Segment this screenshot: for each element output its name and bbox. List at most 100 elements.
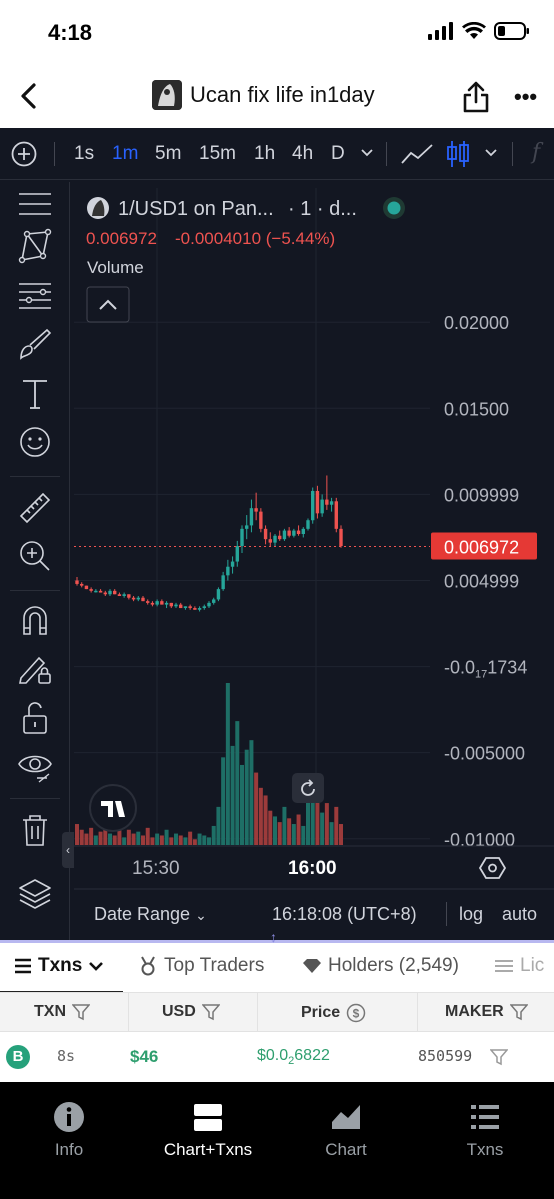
price-chart[interactable]: 0.02000 0.01500 0.009999 0.004999 -0.017… (0, 128, 554, 940)
col-txn[interactable]: TXN (34, 1003, 90, 1021)
more-options-icon[interactable]: ••• (514, 84, 538, 109)
chart-settings-icon-center (488, 863, 497, 873)
add-indicator-icon[interactable] (11, 141, 37, 167)
price-axis-label: 0.02000 (444, 313, 509, 333)
volume-bar (183, 837, 188, 845)
volume-bar (197, 833, 202, 845)
nav-txns-label: Txns (466, 1140, 504, 1159)
volume-bar (306, 797, 310, 845)
timeframe-15m[interactable]: 15m (199, 143, 236, 164)
timeframe-5m[interactable]: 5m (155, 143, 182, 164)
nav-info[interactable]: Info (9, 1100, 129, 1160)
brush-icon[interactable] (17, 326, 53, 362)
zoom-in-icon[interactable] (17, 538, 53, 574)
tab-holders[interactable]: Holders (2,549) (302, 955, 459, 977)
timeframe-4h[interactable]: 4h (292, 143, 314, 164)
candle-body (141, 597, 145, 602)
fib-retracement-icon[interactable] (17, 278, 53, 314)
timeframe-1h[interactable]: 1h (254, 143, 276, 164)
tradingview-logo-icon (101, 801, 125, 817)
txn-maker[interactable]: 850599 (418, 1047, 473, 1065)
page-title: Ucan fix life in1day (190, 82, 375, 107)
timeframe-1s[interactable]: 1s (74, 143, 95, 164)
trash-icon[interactable] (17, 812, 53, 848)
candle-body (263, 528, 268, 540)
tab-txns-label: Txns (38, 955, 83, 976)
candle-body (127, 594, 131, 598)
candle-body (84, 585, 89, 590)
page-title-group: Ucan fix life in1day (152, 80, 375, 110)
auto-scale-toggle[interactable]: auto (502, 904, 538, 924)
indicators-fx-icon[interactable]: f (532, 140, 541, 165)
candle-body (98, 590, 103, 593)
col-price[interactable]: Price $ (301, 1003, 366, 1023)
chart-settings-icon[interactable] (478, 857, 507, 879)
volume-bar (178, 835, 183, 845)
nav-chart-txns[interactable]: Chart+Txns (148, 1100, 268, 1160)
back-chevron-icon[interactable] (18, 82, 40, 110)
candle-body (117, 594, 122, 596)
collapse-legend-button[interactable] (86, 286, 130, 323)
candle-body (268, 539, 272, 543)
chart-clock[interactable]: 16:18:08 (UTC+8) (272, 904, 417, 924)
date-range-button[interactable]: Date Range ⌄ (94, 904, 207, 925)
chart-panel: 1s 1m 5m 15m 1h 4h D f (0, 128, 554, 940)
nav-chart-txns-label: Chart+Txns (163, 1140, 253, 1159)
tradingview-logo[interactable] (89, 784, 137, 832)
reset-chart-button[interactable] (292, 773, 324, 803)
emoji-icon[interactable] (17, 424, 53, 460)
volume-bar (235, 721, 240, 845)
legend-symbol[interactable]: 1/USD1 on Pan... (118, 198, 274, 220)
table-row[interactable]: B 8s $46 $0.026822 850599 (0, 1032, 554, 1082)
candle-body (282, 530, 287, 540)
log-scale-toggle[interactable]: log (459, 904, 484, 924)
volume-bar (145, 827, 150, 845)
status-icons (428, 22, 530, 40)
nav-chart-label: Chart (325, 1140, 367, 1159)
volume-bar (103, 825, 108, 845)
timeframe-D[interactable]: D (331, 143, 345, 164)
unlock-icon[interactable] (17, 700, 53, 736)
line-chart-type-icon[interactable] (400, 141, 434, 167)
nav-chart[interactable]: Chart (286, 1100, 406, 1160)
chart-legend: 1/USD1 on Pan... · 1 · d... 0.006972 -0.… (86, 197, 405, 323)
token-legend-icon-mark (92, 200, 105, 216)
trend-pattern-icon[interactable] (17, 228, 53, 264)
text-tool-icon[interactable] (17, 376, 53, 412)
date-range-label: Date Range (94, 904, 191, 924)
tab-liquidity[interactable]: Lic (494, 955, 544, 977)
timeframe-dropdown-icon[interactable] (360, 148, 374, 158)
eye-icon[interactable] (17, 748, 53, 784)
data-tabs: Txns Top Traders Holders (2,549) Lic ↕ (0, 929, 554, 994)
sidebar-collapse-handle[interactable]: ‹ (62, 832, 74, 868)
toolbar-divider (54, 142, 55, 166)
price-axis: 0.02000 0.01500 0.009999 0.004999 -0.017… (444, 313, 527, 850)
chart-type-dropdown-icon[interactable] (484, 148, 498, 158)
tab-txns[interactable]: Txns (14, 955, 104, 977)
tab-top-traders[interactable]: Top Traders (138, 955, 264, 977)
candle-body (311, 490, 315, 521)
volume-bar (273, 816, 277, 845)
volume-bar (164, 829, 169, 845)
crosshair-lines-icon[interactable] (17, 186, 53, 222)
layers-icon[interactable] (17, 876, 53, 912)
txn-price-tail: 6822 (294, 1047, 330, 1064)
toolbar-divider (446, 902, 447, 926)
filter-icon[interactable] (490, 1048, 508, 1066)
lock-drawing-icon[interactable] (17, 650, 53, 686)
chevron-up-icon (99, 299, 117, 310)
col-maker[interactable]: MAKER (445, 1003, 528, 1021)
volume-bar (315, 787, 320, 845)
nav-txns[interactable]: Txns (425, 1100, 545, 1160)
share-icon[interactable] (462, 80, 490, 114)
magnet-icon[interactable] (17, 602, 53, 638)
col-usd[interactable]: USD (162, 1003, 220, 1021)
volume-bar (244, 749, 249, 845)
timeframe-1m[interactable]: 1m (112, 143, 139, 164)
txn-age: 8s (57, 1047, 76, 1065)
ruler-icon[interactable] (17, 490, 53, 526)
status-bar: 4:18 (0, 0, 554, 66)
candlestick-chart-type-icon[interactable] (446, 139, 470, 169)
candle-body (245, 525, 249, 529)
timeframe-toolbar: 1s 1m 5m 15m 1h 4h D f (0, 128, 554, 180)
